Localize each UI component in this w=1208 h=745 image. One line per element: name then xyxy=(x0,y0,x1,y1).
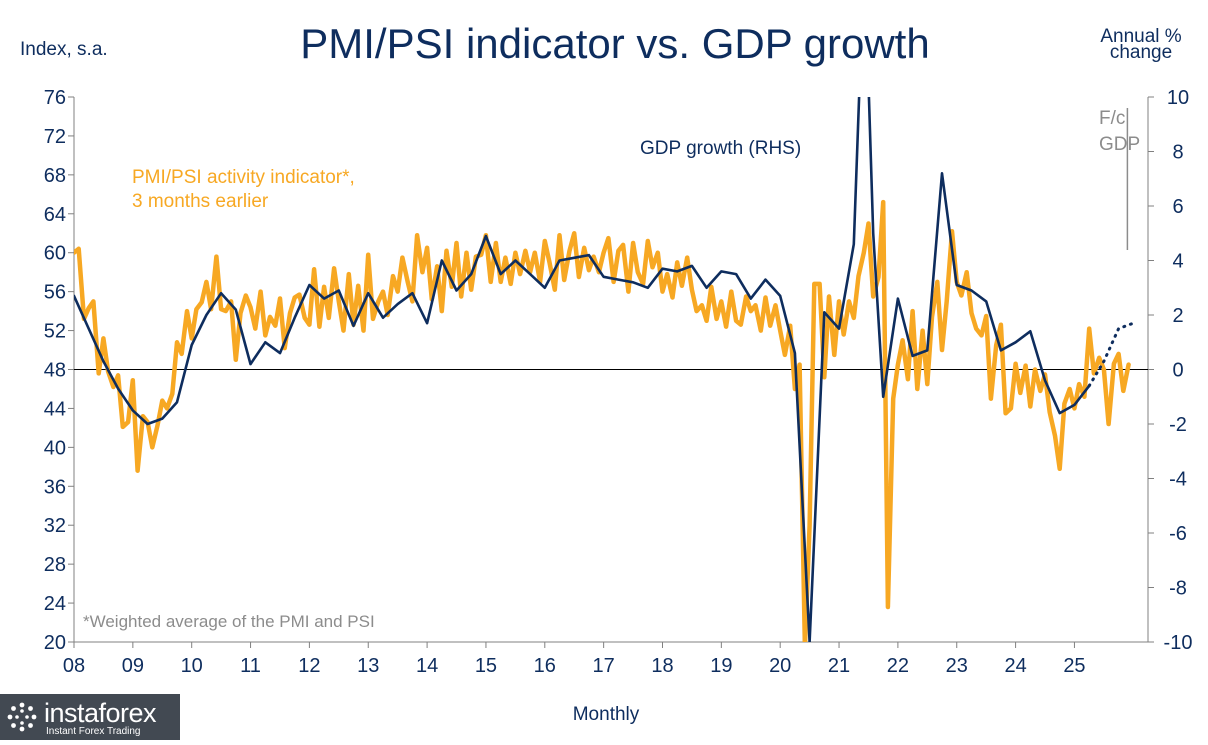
right-tick-label: 6 xyxy=(1172,196,1183,218)
pmi-series-label-line2: 3 months earlier xyxy=(132,191,269,212)
x-tick-label: 10 xyxy=(181,655,203,677)
left-tick-label: 32 xyxy=(44,515,66,537)
left-tick-label: 60 xyxy=(44,243,66,265)
left-tick-label: 72 xyxy=(44,126,66,148)
x-tick-label: 16 xyxy=(534,655,556,677)
x-tick-label: 20 xyxy=(769,655,791,677)
gdp-series-label: GDP growth (RHS) xyxy=(640,138,801,159)
left-tick-label: 20 xyxy=(44,632,66,654)
x-tick-label: 18 xyxy=(651,655,673,677)
forecast-gdp-line xyxy=(1087,321,1135,388)
instaforex-logo-icon xyxy=(7,702,37,732)
right-axis-label-line1: Annual % xyxy=(1100,26,1181,47)
x-tick-label: 19 xyxy=(710,655,732,677)
left-tick-label: 68 xyxy=(44,165,66,187)
left-tick-label: 52 xyxy=(44,321,66,343)
left-tick-label: 36 xyxy=(44,476,66,498)
x-tick-label: 15 xyxy=(475,655,497,677)
right-tick-label: -6 xyxy=(1169,523,1187,545)
forecast-label-line2: GDP xyxy=(1099,134,1140,155)
watermark-tagline: Instant Forex Trading xyxy=(46,726,141,737)
forecast-label-line1: F/c xyxy=(1099,108,1125,129)
right-tick-label: 10 xyxy=(1167,87,1189,109)
axes: 202428323640444852566064687276-10-8-6-4-… xyxy=(44,87,1193,677)
right-tick-label: 2 xyxy=(1172,305,1183,327)
x-tick-label: 13 xyxy=(357,655,379,677)
x-tick-label: 11 xyxy=(240,655,261,677)
right-tick-label: 4 xyxy=(1172,251,1183,273)
left-tick-label: 24 xyxy=(44,593,66,615)
x-tick-label: 14 xyxy=(416,655,438,677)
left-tick-label: 28 xyxy=(44,554,66,576)
left-tick-label: 64 xyxy=(44,204,66,226)
x-tick-label: 24 xyxy=(1004,655,1026,677)
left-axis-label: Index, s.a. xyxy=(20,39,108,60)
x-tick-label: 25 xyxy=(1063,655,1085,677)
pmi-series-label-line1: PMI/PSI activity indicator*, xyxy=(132,167,355,188)
series-layer xyxy=(74,97,1135,642)
right-tick-label: -4 xyxy=(1169,469,1187,491)
x-tick-label: 12 xyxy=(298,655,320,677)
left-tick-label: 40 xyxy=(44,437,66,459)
x-axis-label: Monthly xyxy=(573,704,640,725)
left-tick-label: 44 xyxy=(44,398,66,420)
right-tick-label: -8 xyxy=(1169,578,1187,600)
right-tick-label: -2 xyxy=(1169,414,1187,436)
right-tick-label: -10 xyxy=(1164,632,1193,654)
right-axis-label-line2: change xyxy=(1110,42,1172,63)
pmi-psi-line xyxy=(74,199,1131,642)
watermark-brand: instaforex xyxy=(44,698,157,728)
x-tick-label: 21 xyxy=(828,655,850,677)
right-tick-label: 0 xyxy=(1172,360,1183,382)
x-tick-label: 09 xyxy=(122,655,144,677)
left-tick-label: 56 xyxy=(44,282,66,304)
watermark: instaforex Instant Forex Trading xyxy=(0,694,180,740)
left-tick-label: 76 xyxy=(44,87,66,109)
x-tick-label: 22 xyxy=(887,655,909,677)
right-tick-label: 8 xyxy=(1172,142,1183,164)
footnote: *Weighted average of the PMI and PSI xyxy=(83,612,375,631)
x-tick-label: 17 xyxy=(593,655,615,677)
left-tick-label: 48 xyxy=(44,360,66,382)
gdp-growth-line xyxy=(74,97,1091,642)
x-tick-label: 08 xyxy=(63,655,85,677)
x-tick-label: 23 xyxy=(946,655,968,677)
chart-title: PMI/PSI indicator vs. GDP growth xyxy=(300,20,929,67)
